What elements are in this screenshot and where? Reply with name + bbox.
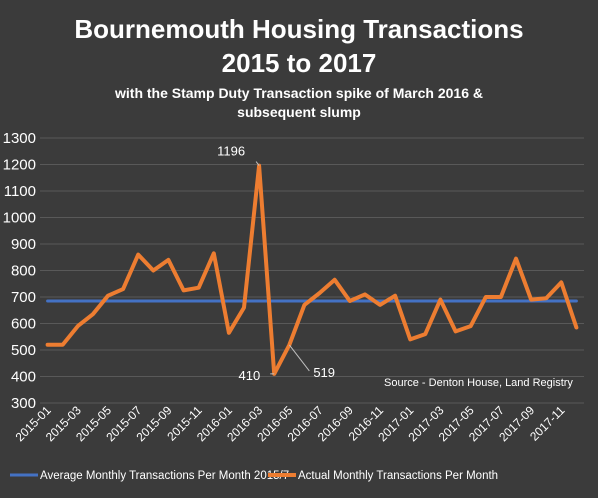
y-tick-label-1000: 1000 [3,210,36,227]
actual-line [45,163,579,376]
legend-label-average: Average Monthly Transactions Per Month 2… [40,470,289,482]
y-tick-label-300: 300 [11,395,36,412]
y-tick-label-700: 700 [11,289,36,306]
chart-subtitle-line-2: subsequent slump [237,104,361,120]
chart-title-line-2: 2015 to 2017 [222,48,377,78]
y-tick-label-1300: 1300 [3,130,36,147]
data-label-519: 519 [313,365,335,380]
legend: Average Monthly Transactions Per Month 2… [10,470,498,482]
gridlines [40,137,584,404]
annotations: 1196 410 519 [217,144,335,383]
annotation-leader-1196 [255,161,260,166]
y-tick-label-1100: 1100 [4,183,36,200]
chart-subtitle-line-1: with the Stamp Duty Transaction spike of… [114,85,483,101]
x-axis-ticks: 2015-012015-032015-052015-072015-092015-… [13,403,568,444]
y-tick-label-800: 800 [11,263,36,280]
y-tick-label-600: 600 [11,316,36,333]
y-tick-label-500: 500 [11,342,36,359]
chart-title-line-1: Bournemouth Housing Transactions [74,14,523,44]
y-axis-ticks: 300 400 500 600 700 800 900 1000 1100 1200 1300 [3,130,36,412]
source-note: Source - Denton House, Land Registry [384,377,573,389]
data-label-410: 410 [239,368,261,383]
y-tick-label-400: 400 [11,369,36,386]
data-label-1196: 1196 [217,144,245,159]
y-tick-label-1200: 1200 [3,157,36,174]
title-group: Bournemouth Housing Transactions 2015 to… [74,14,523,120]
annotation-leader-519 [288,344,310,372]
legend-label-actual: Actual Monthly Transactions Per Month [298,470,498,482]
series-lines [45,163,579,376]
y-tick-label-900: 900 [11,236,36,253]
